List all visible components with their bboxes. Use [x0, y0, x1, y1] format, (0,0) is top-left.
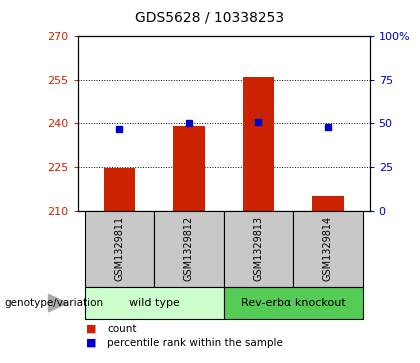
Bar: [173, 126, 205, 211]
Text: count: count: [107, 323, 136, 334]
Text: ■: ■: [86, 323, 97, 334]
Bar: [243, 77, 274, 211]
Text: GSM1329811: GSM1329811: [114, 216, 124, 281]
Bar: [154, 211, 224, 287]
Polygon shape: [49, 294, 67, 312]
Text: GSM1329813: GSM1329813: [253, 216, 263, 281]
Bar: [293, 211, 362, 287]
Text: wild type: wild type: [129, 298, 180, 308]
Text: GSM1329814: GSM1329814: [323, 216, 333, 281]
Bar: [312, 196, 344, 211]
Text: Rev-erbα knockout: Rev-erbα knockout: [241, 298, 346, 308]
Text: genotype/variation: genotype/variation: [4, 298, 103, 308]
Bar: [85, 211, 154, 287]
Text: percentile rank within the sample: percentile rank within the sample: [107, 338, 283, 348]
Bar: [224, 287, 362, 319]
Text: GSM1329812: GSM1329812: [184, 216, 194, 281]
Bar: [85, 287, 224, 319]
Bar: [224, 211, 293, 287]
Text: ■: ■: [86, 338, 97, 348]
Text: GDS5628 / 10338253: GDS5628 / 10338253: [135, 11, 285, 25]
Bar: [104, 168, 135, 211]
